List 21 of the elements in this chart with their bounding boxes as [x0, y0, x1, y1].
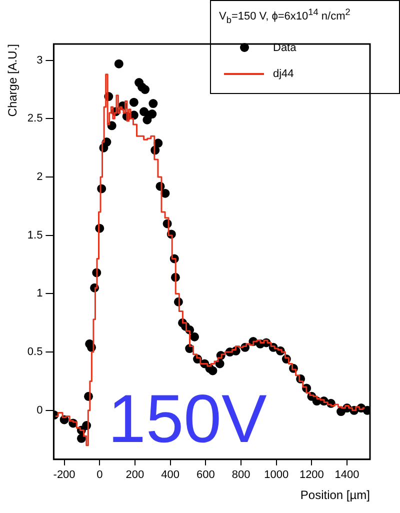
y-tick-label: 3 — [36, 54, 43, 66]
y-tick-label: 2.5 — [27, 112, 43, 125]
annotation: 150V — [108, 381, 267, 457]
x-tick-label: 1200 — [299, 469, 324, 482]
y-tick-label: 0 — [36, 404, 43, 416]
y-tick-label: 0.5 — [27, 346, 43, 358]
x-tick-label: -200 — [53, 469, 76, 482]
y-tick-label: 1 — [36, 288, 43, 300]
x-tick-label: 600 — [196, 469, 215, 482]
x-tick-label: 1400 — [334, 469, 360, 482]
x-tick-label: 1000 — [264, 469, 289, 482]
y-tick-label: 2 — [36, 171, 43, 184]
y-tick-label: 1.5 — [27, 229, 43, 242]
x-tick-label: 0 — [96, 469, 103, 482]
x-tick-label: 400 — [161, 469, 180, 482]
x-axis-title: Position [µm] — [300, 488, 370, 502]
legend-label: dj44 — [273, 68, 294, 80]
x-tick-label: 800 — [232, 469, 250, 482]
legend-title: V$_{b}$=150 V, ϕ=6x10$^{14}$ n/cm$^{2}$ — [219, 7, 352, 25]
y-axis-title: Charge [A.U.] — [6, 44, 20, 117]
x-tick-label: 200 — [126, 469, 144, 482]
